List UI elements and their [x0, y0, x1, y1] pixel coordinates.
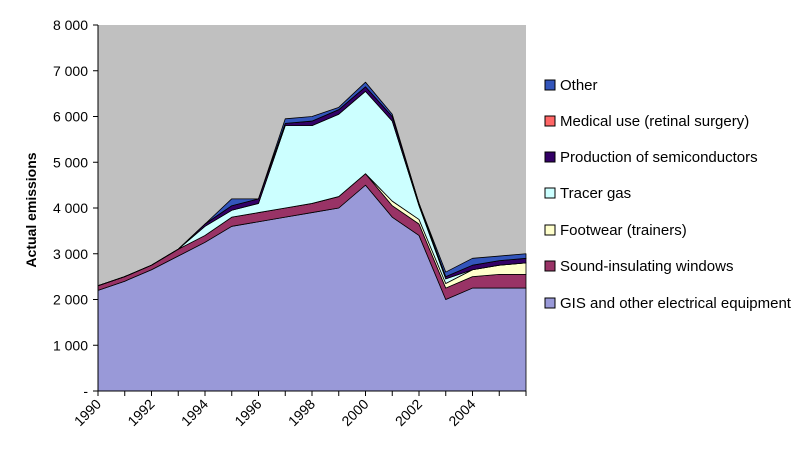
y-tick-label: 8 000 [53, 17, 88, 33]
y-tick-label: 6 000 [53, 109, 88, 125]
legend-item: Sound-insulating windows [544, 258, 733, 275]
legend-item: Footwear (trainers) [544, 222, 687, 239]
series-area-6 [97, 81, 527, 287]
x-tick-label: 1998 [285, 396, 318, 429]
legend-item: Tracer gas [544, 185, 631, 202]
x-tick-label: 2000 [338, 396, 371, 429]
x-tick-label: 1996 [231, 396, 264, 429]
x-tick-label: 1992 [124, 396, 157, 429]
legend: Other Medical use (retinal surgery) Produc… [544, 77, 792, 312]
x-tick-label: 1990 [71, 396, 104, 429]
legend-label: Sound-insulating windows [560, 258, 733, 275]
legend-label: GIS and other electrical equipment [560, 295, 792, 312]
legend-label: Production of semiconductors [560, 149, 758, 166]
y-axis-ticks: - 1 000 2 000 3 000 4 000 5 000 6 000 7 000 8 00… [53, 17, 98, 399]
x-tick-label: 2004 [445, 396, 478, 429]
legend-swatch [544, 260, 556, 272]
y-tick-label: 3 000 [53, 246, 88, 262]
legend-swatch [544, 151, 556, 163]
legend-item: Medical use (retinal surgery) [544, 113, 749, 130]
legend-label: Tracer gas [560, 185, 631, 202]
legend-item: Production of semiconductors [544, 149, 758, 166]
y-tick-label: - [83, 383, 88, 399]
y-tick-label: 7 000 [53, 63, 88, 79]
x-axis-ticks: 1990 1992 1994 1996 1998 2000 2002 2004 [71, 391, 527, 429]
legend-swatch [544, 115, 556, 127]
legend-item: Other [544, 77, 598, 94]
legend-swatch [544, 297, 556, 309]
legend-label: Footwear (trainers) [560, 222, 687, 239]
y-tick-label: 1 000 [53, 337, 88, 353]
legend-label: Medical use (retinal surgery) [560, 113, 749, 130]
x-tick-label: 2002 [392, 396, 425, 429]
legend-swatch [544, 79, 556, 91]
y-tick-label: 2 000 [53, 292, 88, 308]
legend-swatch [544, 187, 556, 199]
legend-swatch [544, 224, 556, 236]
legend-item: GIS and other electrical equipment [544, 295, 792, 312]
x-tick-label: 1994 [178, 396, 211, 429]
y-tick-label: 5 000 [53, 154, 88, 170]
y-axis-label: Actual emissions [23, 152, 39, 267]
y-tick-label: 4 000 [53, 200, 88, 216]
legend-label: Other [560, 77, 598, 94]
